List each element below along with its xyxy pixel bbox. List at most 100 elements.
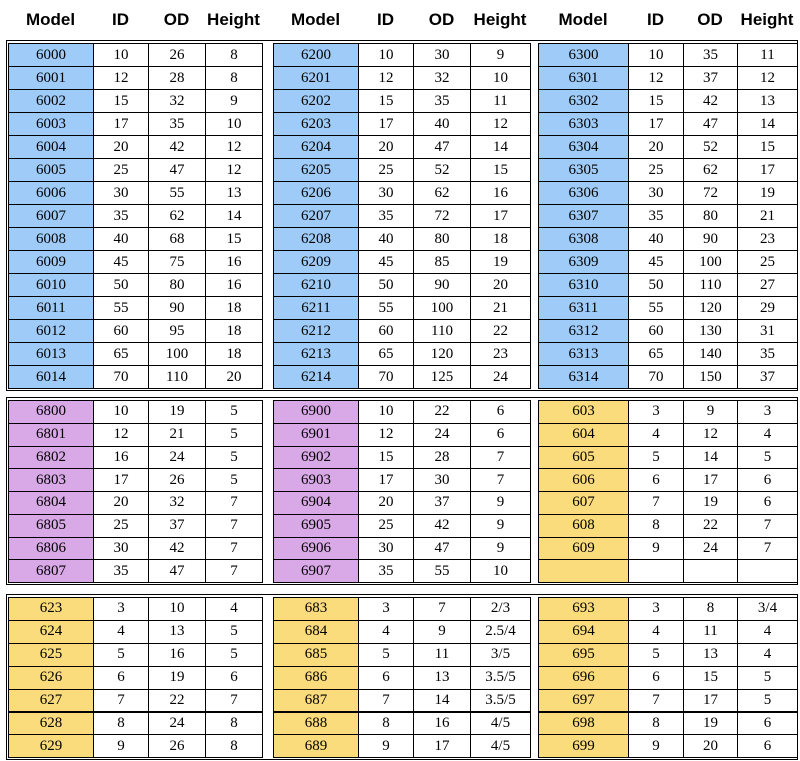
size-cell: 10 (148, 597, 206, 621)
size-cell: 42 (148, 536, 206, 561)
size-cell: 35 (358, 204, 414, 228)
size-cell: 3/4 (737, 597, 798, 621)
column-header: OD (163, 10, 190, 29)
model-cell: 6211 (273, 296, 359, 320)
model-cell: 6214 (273, 365, 359, 389)
size-cell: 5 (205, 619, 263, 644)
size-cell: 55 (93, 296, 149, 320)
model-cell: 6907 (273, 559, 359, 583)
column-header: ID (377, 10, 394, 29)
model-cell: 6212 (273, 319, 359, 343)
size-cell: 19 (737, 181, 798, 205)
model-cell: 6900 (273, 400, 359, 424)
model-cell: 6209 (273, 250, 359, 274)
model-cell: 698 (538, 711, 629, 736)
size-cell: 6 (470, 422, 531, 447)
model-cell: 693 (538, 597, 629, 621)
size-cell: 26 (148, 734, 206, 759)
model-cell: 6904 (273, 491, 359, 515)
size-cell: 65 (93, 342, 149, 366)
size-cell: 17 (737, 158, 798, 182)
size-cell: 16 (413, 711, 471, 736)
size-cell: 6 (737, 734, 798, 759)
size-cell: 47 (148, 559, 206, 583)
size-cell: 65 (628, 342, 684, 366)
size-cell: 42 (683, 89, 738, 113)
model-cell: 6806 (8, 536, 94, 561)
model-cell: 6013 (8, 342, 94, 366)
size-cell: 30 (413, 468, 471, 492)
size-cell: 17 (683, 468, 738, 492)
size-cell: 95 (148, 319, 206, 343)
size-cell: 150 (683, 365, 738, 389)
model-cell: 6805 (8, 513, 94, 538)
model-cell: 6307 (538, 204, 629, 228)
size-cell: 8 (628, 513, 684, 538)
size-cell (737, 559, 798, 583)
size-cell: 100 (683, 250, 738, 274)
column-header: Height (207, 10, 260, 29)
model-cell: 6304 (538, 135, 629, 159)
size-cell: 40 (358, 227, 414, 251)
size-cell: 21 (148, 422, 206, 447)
column-header: Model (558, 10, 608, 29)
size-cell: 7 (205, 559, 263, 583)
size-cell: 42 (148, 135, 206, 159)
size-cell: 10 (93, 400, 149, 424)
size-cell: 10 (205, 112, 263, 136)
size-cell: 15 (737, 135, 798, 159)
size-cell: 27 (737, 273, 798, 297)
size-cell: 22 (413, 400, 471, 424)
model-cell: 6314 (538, 365, 629, 389)
size-cell: 15 (683, 665, 738, 690)
model-cell: 605 (538, 445, 629, 470)
size-cell: 7 (205, 688, 263, 713)
model-cell: 629 (8, 734, 94, 759)
size-cell: 37 (413, 491, 471, 515)
model-cell: 6210 (273, 273, 359, 297)
size-cell: 5 (205, 422, 263, 447)
size-cell: 35 (358, 559, 414, 583)
size-cell: 90 (413, 273, 471, 297)
size-cell: 130 (683, 319, 738, 343)
size-cell: 4 (737, 642, 798, 667)
model-cell: 6800 (8, 400, 94, 424)
size-cell: 16 (205, 250, 263, 274)
size-cell: 19 (148, 665, 206, 690)
size-cell: 10 (470, 559, 531, 583)
size-cell: 3 (737, 400, 798, 424)
column-header: Height (473, 10, 527, 29)
size-cell: 45 (93, 250, 149, 274)
size-cell: 12 (358, 66, 414, 90)
size-cell: 55 (358, 296, 414, 320)
size-cell (683, 559, 738, 583)
column-header: ID (647, 10, 664, 29)
size-cell: 4 (358, 619, 414, 644)
size-cell: 50 (358, 273, 414, 297)
size-cell: 9 (470, 43, 531, 67)
size-cell: 14 (683, 445, 738, 470)
size-cell: 26 (148, 43, 206, 67)
size-cell: 24 (413, 422, 471, 447)
size-cell: 47 (683, 112, 738, 136)
size-cell: 3/5 (470, 642, 531, 667)
size-cell: 85 (413, 250, 471, 274)
model-cell: 687 (273, 688, 359, 713)
model-cell: 6803 (8, 468, 94, 492)
size-cell: 10 (358, 43, 414, 67)
size-cell: 40 (413, 112, 471, 136)
size-cell: 40 (628, 227, 684, 251)
model-cell: 6000 (8, 43, 94, 67)
size-cell: 6 (93, 665, 149, 690)
size-cell: 25 (93, 158, 149, 182)
model-cell: 6007 (8, 204, 94, 228)
size-cell: 9 (470, 513, 531, 538)
size-cell: 35 (413, 89, 471, 113)
size-cell: 50 (628, 273, 684, 297)
size-cell: 6 (737, 468, 798, 492)
size-cell: 5 (205, 468, 263, 492)
size-cell: 35 (148, 112, 206, 136)
size-cell: 15 (470, 158, 531, 182)
size-cell: 12 (628, 66, 684, 90)
